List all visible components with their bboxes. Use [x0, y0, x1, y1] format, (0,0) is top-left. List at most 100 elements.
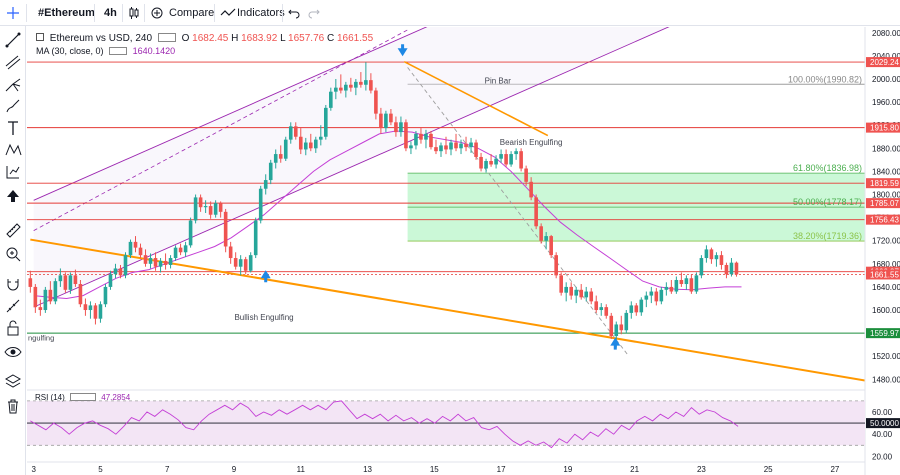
rsi-label: RSI (14) [35, 393, 65, 402]
y-tick-label: 1520.00 [872, 352, 900, 361]
bearish-engulfing-label: Bearish Engulfing [500, 138, 563, 147]
compare-button[interactable]: Compare [169, 7, 215, 19]
candle-body [258, 188, 263, 221]
legend-settings-icon[interactable] [157, 33, 176, 42]
x-tick-label: 7 [165, 465, 170, 474]
x-tick-label: 9 [232, 465, 237, 474]
candle-body [98, 304, 103, 319]
x-tick-label: 23 [697, 465, 706, 474]
candle-body [494, 158, 498, 165]
text-tool-icon[interactable] [3, 118, 23, 138]
symbol-button[interactable]: #Ethereum [38, 7, 95, 19]
candle-body [589, 291, 594, 302]
candle-body [729, 262, 734, 275]
price-label: 1785.07 [870, 199, 899, 208]
redo-icon[interactable] [308, 0, 320, 26]
candle-body [539, 226, 543, 241]
crosshair-icon[interactable] [6, 0, 20, 26]
candle-body [519, 151, 523, 169]
x-tick-label: 11 [297, 465, 306, 474]
candle-body [288, 126, 293, 140]
collapse-legend-icon[interactable] [36, 33, 44, 41]
candle-body [634, 305, 639, 313]
candle-body [113, 268, 118, 275]
pitchfork-tool-icon[interactable] [3, 74, 23, 94]
candle-body [529, 181, 533, 198]
candle-body [639, 299, 644, 313]
x-tick-label: 3 [31, 465, 36, 474]
candle-body [614, 324, 619, 337]
candle-body [684, 278, 689, 285]
ruler-tool-icon[interactable] [3, 220, 23, 240]
candle-body [399, 122, 403, 133]
ma-settings-icon[interactable] [109, 47, 128, 55]
candle-body [669, 286, 674, 292]
y-tick-label: 2000.00 [872, 75, 900, 84]
zoom-icon[interactable] [3, 244, 23, 264]
candle-body [238, 259, 243, 267]
pin-bar-label: Pin Bar [485, 77, 512, 86]
candle-body [93, 305, 98, 319]
candle-body [369, 80, 373, 91]
arrow-cursor-icon[interactable] [3, 186, 23, 206]
candle-body [63, 275, 68, 290]
lock-icon[interactable] [3, 318, 23, 338]
candles-style-icon[interactable] [128, 0, 140, 26]
stay-drawing-icon[interactable] [3, 296, 23, 316]
candle-body [53, 281, 58, 302]
y-tick-label: 1960.00 [872, 98, 900, 107]
x-tick-label: 5 [98, 465, 103, 474]
compare-icon[interactable] [150, 0, 164, 26]
candle-body [699, 258, 704, 276]
rsi-legend: RSI (14) 47.2854 [35, 393, 130, 402]
interval-button[interactable]: 4h [104, 7, 117, 19]
high-value: 1683.92 [241, 33, 278, 44]
indicators-icon[interactable] [220, 0, 236, 26]
candle-body [298, 136, 303, 150]
eye-icon[interactable] [3, 342, 23, 362]
candle-body [178, 247, 183, 253]
rsi-line [30, 400, 739, 449]
y-tick-label: 2080.00 [872, 29, 900, 38]
rsi-settings-icon[interactable] [70, 393, 97, 401]
open-value: 1682.45 [192, 33, 229, 44]
candle-body [329, 91, 333, 108]
prediction-tool-icon[interactable] [3, 162, 23, 182]
candle-body [313, 139, 318, 149]
price-label-bg [866, 214, 900, 225]
trash-icon[interactable] [3, 396, 23, 416]
layers-icon[interactable] [3, 372, 23, 392]
ma-value: 1640.1420 [132, 46, 176, 56]
chart-legend: Ethereum vs USD, 240 O 1682.45 H 1683.92… [36, 32, 373, 58]
undo-icon[interactable] [288, 0, 300, 26]
candle-body [248, 255, 253, 271]
fib-label: 50.00%(1778.17) [793, 197, 862, 207]
x-tick-label: 13 [363, 465, 372, 474]
candle-body [83, 304, 88, 311]
brush-tool-icon[interactable] [3, 96, 23, 116]
candle-body [414, 133, 418, 146]
candle-body [188, 220, 193, 246]
rsi-pane [27, 400, 865, 449]
candle-body [364, 80, 368, 85]
price-label: 1661.55 [870, 270, 899, 279]
indicators-button[interactable]: Indicators [237, 7, 285, 19]
candle-body [714, 255, 719, 260]
candle-body [444, 145, 448, 150]
channel-mid-dashed [33, 29, 408, 231]
candle-body [253, 220, 258, 256]
x-tick-label: 21 [630, 465, 639, 474]
channel-tool-icon[interactable] [3, 52, 23, 72]
candle-body [424, 133, 428, 140]
candle-body [689, 278, 694, 292]
rsi-value: 47.2854 [101, 393, 131, 402]
ma-line [33, 130, 742, 300]
candle-body [579, 289, 584, 298]
line-tool-icon[interactable] [3, 30, 23, 50]
magnet-icon[interactable] [3, 274, 23, 294]
price-label: 1756.43 [870, 216, 899, 225]
candle-body [574, 289, 579, 296]
pattern-tool-icon[interactable] [3, 140, 23, 160]
open-label: O [181, 33, 190, 44]
